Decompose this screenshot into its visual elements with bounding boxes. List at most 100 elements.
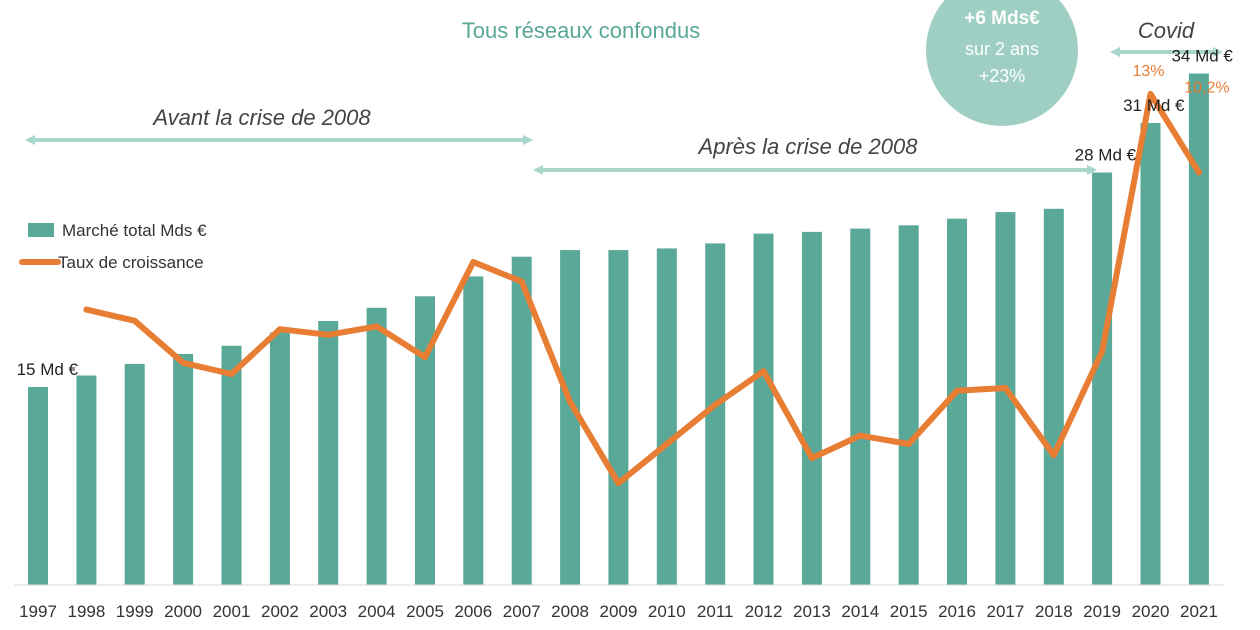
legend-label-line: Taux de croissance — [58, 253, 204, 272]
bar-2016 — [947, 218, 967, 585]
bar-2015 — [898, 225, 919, 586]
x-tick-label-2001: 2001 — [213, 602, 251, 621]
growth-point-2021 — [1195, 169, 1202, 176]
bar-2004 — [366, 307, 387, 585]
x-tick-label-1997: 1997 — [19, 602, 57, 621]
growth-point-2002 — [276, 326, 283, 333]
bar-1997 — [28, 387, 48, 585]
growth-point-2018 — [1050, 452, 1057, 459]
x-tick-label-2005: 2005 — [406, 602, 444, 621]
bar-value-label-2019: 28 Md € — [1075, 146, 1137, 165]
x-tick-label-2019: 2019 — [1083, 602, 1121, 621]
growth-point-2020 — [1147, 91, 1154, 97]
growth-point-1999 — [131, 317, 138, 324]
growth-point-2014 — [857, 432, 864, 439]
bar-2008 — [560, 250, 581, 585]
growth-point-2012 — [760, 368, 767, 375]
growth-bubble: +6 Mds€ sur 2 ans +23% — [926, 0, 1078, 126]
legend: Marché total Mds € Taux de croissance — [19, 221, 207, 272]
growth-point-2009 — [615, 480, 622, 487]
x-tick-label-2015: 2015 — [890, 602, 928, 621]
growth-point-2016 — [954, 387, 960, 394]
bar-2018 — [1043, 208, 1064, 586]
bar-2003 — [318, 321, 339, 585]
line-value-label-2020: 13% — [1132, 63, 1164, 80]
growth-point-2017 — [1002, 385, 1009, 391]
chart-title: Tous réseaux confondus — [462, 18, 701, 43]
bar-value-label-1997: 15 Md € — [17, 360, 79, 379]
bar-1998 — [76, 375, 97, 585]
bar-2017 — [995, 212, 1016, 585]
x-tick-label-2014: 2014 — [841, 602, 879, 621]
line-value-labels: 13% 10,2% — [1132, 63, 1229, 96]
bubble-circle — [926, 0, 1078, 126]
growth-point-1998 — [83, 306, 90, 313]
period-after-crisis: Après la crise de 2008 — [533, 134, 1097, 175]
x-tick-label-1998: 1998 — [67, 602, 105, 621]
bar-2021 — [1188, 73, 1209, 585]
period-after-label: Après la crise de 2008 — [697, 134, 919, 159]
x-tick-label-2009: 2009 — [599, 602, 637, 621]
period-covid: Covid — [1110, 18, 1223, 57]
period-before-label: Avant la crise de 2008 — [151, 105, 371, 130]
x-tick-label-2013: 2013 — [793, 602, 831, 621]
bubble-line1: +6 Mds€ — [964, 8, 1040, 29]
x-tick-label-2011: 2011 — [697, 602, 734, 621]
x-tick-label-1999: 1999 — [116, 602, 154, 621]
x-tick-label-2018: 2018 — [1035, 602, 1073, 621]
x-tick-label-2016: 2016 — [938, 602, 976, 621]
x-tick-label-2000: 2000 — [164, 602, 202, 621]
x-tick-label-2012: 2012 — [745, 602, 783, 621]
growth-point-2005 — [422, 354, 428, 361]
bar-2013 — [801, 231, 822, 585]
bar-2020 — [1140, 123, 1161, 585]
bar-2010 — [656, 248, 677, 585]
growth-point-2007 — [518, 278, 525, 285]
period-covid-label: Covid — [1138, 18, 1195, 43]
x-tick-label-2017: 2017 — [986, 602, 1024, 621]
bar-series — [28, 73, 1209, 586]
bar-2012 — [753, 233, 774, 585]
legend-label-bar: Marché total Mds € — [62, 221, 207, 240]
bar-value-label-2020: 31 Md € — [1123, 96, 1185, 115]
x-tick-label-2002: 2002 — [261, 602, 299, 621]
growth-point-2008 — [567, 399, 574, 405]
x-tick-label-2006: 2006 — [454, 602, 492, 621]
bar-2014 — [850, 228, 871, 585]
bar-value-label-2021: 34 Md € — [1171, 47, 1233, 66]
bubble-line3: +23% — [979, 66, 1026, 86]
growth-point-2015 — [905, 441, 912, 447]
x-axis-labels: 1997 1998 1999 2000 2001 2002 2003 2004 2005 2006… — [19, 602, 1218, 621]
growth-point-2013 — [808, 455, 815, 461]
growth-point-2006 — [470, 259, 477, 265]
x-tick-label-2007: 2007 — [503, 602, 541, 621]
bar-1999 — [124, 363, 145, 585]
period-before-crisis: Avant la crise de 2008 — [25, 105, 533, 145]
growth-point-2019 — [1099, 348, 1106, 355]
x-tick-label-2020: 2020 — [1132, 602, 1170, 621]
growth-point-2004 — [373, 323, 380, 330]
bubble-line2: sur 2 ans — [965, 39, 1039, 59]
bar-2002 — [269, 332, 290, 585]
x-tick-label-2021: 2021 — [1180, 602, 1218, 621]
growth-point-2001 — [228, 371, 235, 377]
x-tick-label-2010: 2010 — [648, 602, 686, 621]
x-tick-label-2004: 2004 — [358, 602, 396, 621]
line-value-label-2021: 10,2% — [1184, 79, 1229, 96]
bar-2011 — [705, 243, 726, 585]
bar-2007 — [511, 256, 532, 585]
bar-2001 — [221, 345, 242, 586]
bar-2009 — [608, 250, 629, 585]
line-series — [83, 91, 1202, 487]
bar-2019 — [1092, 172, 1113, 585]
growth-point-2003 — [325, 331, 332, 338]
growth-point-2000 — [180, 359, 187, 366]
x-tick-label-2008: 2008 — [551, 602, 589, 621]
bar-2000 — [173, 354, 194, 585]
growth-rate-line — [83, 91, 1202, 487]
x-tick-label-2003: 2003 — [309, 602, 347, 621]
growth-point-2011 — [712, 401, 719, 408]
bar-2005 — [415, 296, 435, 586]
bar-value-labels: 15 Md € 28 Md € 31 Md € 34 Md € — [17, 47, 1234, 380]
